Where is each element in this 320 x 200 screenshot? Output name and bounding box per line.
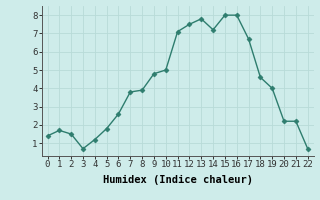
X-axis label: Humidex (Indice chaleur): Humidex (Indice chaleur) xyxy=(103,175,252,185)
